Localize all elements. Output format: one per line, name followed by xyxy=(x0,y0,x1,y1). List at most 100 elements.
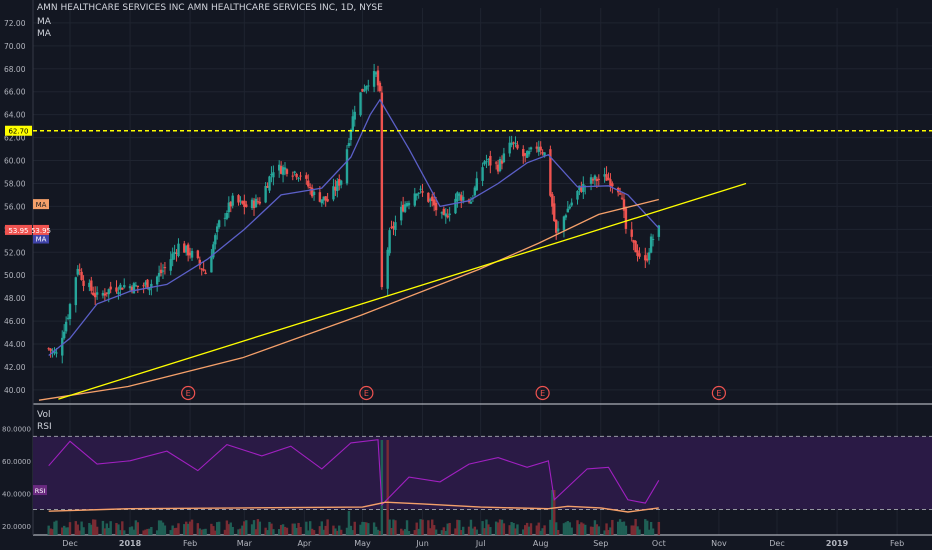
candle-up[interactable] xyxy=(353,105,356,127)
candle-up[interactable] xyxy=(217,219,221,229)
candle-down[interactable] xyxy=(266,182,269,188)
candle-down[interactable] xyxy=(632,239,635,251)
candle-down[interactable] xyxy=(196,249,200,260)
candle-up[interactable] xyxy=(132,281,136,294)
candle-up[interactable] xyxy=(190,248,194,261)
candle-up[interactable] xyxy=(456,191,459,208)
candle-down[interactable] xyxy=(198,256,201,270)
candle-down[interactable] xyxy=(258,197,262,206)
candle-up[interactable] xyxy=(502,147,506,164)
candle-down[interactable] xyxy=(512,141,515,150)
candle-up[interactable] xyxy=(403,201,407,214)
candle-up[interactable] xyxy=(61,330,64,364)
candle-down[interactable] xyxy=(310,184,314,199)
candle-up[interactable] xyxy=(320,199,324,207)
candle-up[interactable] xyxy=(277,160,281,178)
candle-down[interactable] xyxy=(646,252,649,263)
candle-down[interactable] xyxy=(338,174,341,191)
candle-down[interactable] xyxy=(183,240,186,253)
candle-down[interactable] xyxy=(204,269,207,275)
candle-down[interactable] xyxy=(324,196,327,207)
candle-up[interactable] xyxy=(157,265,161,283)
candle-up[interactable] xyxy=(101,290,105,299)
candle-up[interactable] xyxy=(169,251,172,276)
candle-up[interactable] xyxy=(88,279,91,292)
candle-down[interactable] xyxy=(159,262,163,277)
candle-down[interactable] xyxy=(241,200,244,205)
candle-up[interactable] xyxy=(603,167,606,183)
ma-fast-legend[interactable]: MA xyxy=(37,17,51,27)
candle-up[interactable] xyxy=(297,176,300,182)
candle-up[interactable] xyxy=(582,176,585,200)
candle-down[interactable] xyxy=(115,280,118,294)
candle-up[interactable] xyxy=(119,282,122,297)
earnings-marker[interactable] xyxy=(181,385,196,401)
candle-up[interactable] xyxy=(525,150,529,159)
candle-up[interactable] xyxy=(339,179,343,189)
candle-up[interactable] xyxy=(173,244,176,260)
candle-up[interactable] xyxy=(514,136,517,148)
candle-up[interactable] xyxy=(322,196,325,205)
candle-down[interactable] xyxy=(634,240,637,253)
candle-up[interactable] xyxy=(264,182,267,204)
candle-up[interactable] xyxy=(562,215,566,238)
candle-down[interactable] xyxy=(431,193,434,207)
candle-down[interactable] xyxy=(90,276,93,295)
candle-down[interactable] xyxy=(188,247,192,259)
candle-up[interactable] xyxy=(223,213,227,227)
candle-down[interactable] xyxy=(361,88,364,92)
candle-down[interactable] xyxy=(500,155,504,170)
candle-up[interactable] xyxy=(529,146,533,152)
candle-down[interactable] xyxy=(553,196,556,222)
candle-down[interactable] xyxy=(605,166,608,181)
candle-up[interactable] xyxy=(483,159,486,166)
candle-up[interactable] xyxy=(469,197,473,204)
candle-up[interactable] xyxy=(429,197,432,208)
candle-up[interactable] xyxy=(388,227,391,256)
candle-up[interactable] xyxy=(283,162,287,176)
candle-up[interactable] xyxy=(444,208,447,224)
candle-down[interactable] xyxy=(279,161,283,175)
candle-up[interactable] xyxy=(415,193,418,201)
candle-down[interactable] xyxy=(630,221,633,242)
candle-up[interactable] xyxy=(312,190,316,201)
candle-down[interactable] xyxy=(121,287,124,290)
candle-up[interactable] xyxy=(487,158,490,166)
ma-slow-legend[interactable]: MA xyxy=(37,29,51,39)
candle-up[interactable] xyxy=(64,316,68,334)
rsi-line[interactable] xyxy=(48,439,660,506)
candle-down[interactable] xyxy=(202,261,205,272)
candle-up[interactable] xyxy=(527,147,531,157)
candle-down[interactable] xyxy=(516,141,519,150)
candle-down[interactable] xyxy=(229,200,232,213)
candle-down[interactable] xyxy=(636,244,639,262)
candle-down[interactable] xyxy=(200,267,203,276)
earnings-marker[interactable] xyxy=(711,385,726,401)
candle-up[interactable] xyxy=(210,249,213,273)
candle-down[interactable] xyxy=(326,192,329,203)
candle-down[interactable] xyxy=(103,288,107,302)
candle-up[interactable] xyxy=(254,194,258,208)
candle-down[interactable] xyxy=(523,153,527,163)
candle-down[interactable] xyxy=(620,192,624,201)
candle-up[interactable] xyxy=(570,198,573,207)
candle-up[interactable] xyxy=(537,140,540,156)
candle-up[interactable] xyxy=(510,135,513,148)
candle-down[interactable] xyxy=(47,347,50,351)
candle-up[interactable] xyxy=(185,245,188,256)
candle-down[interactable] xyxy=(305,172,308,185)
candle-up[interactable] xyxy=(475,171,478,191)
candle-down[interactable] xyxy=(494,161,498,170)
earnings-marker[interactable] xyxy=(535,385,550,401)
candle-down[interactable] xyxy=(105,292,109,297)
candle-up[interactable] xyxy=(568,204,571,210)
candle-up[interactable] xyxy=(216,223,219,240)
candle-down[interactable] xyxy=(390,220,393,230)
candle-up[interactable] xyxy=(365,85,368,94)
candle-up[interactable] xyxy=(250,197,254,210)
candle-up[interactable] xyxy=(589,174,593,191)
candle-up[interactable] xyxy=(161,264,165,280)
candle-down[interactable] xyxy=(285,168,289,177)
